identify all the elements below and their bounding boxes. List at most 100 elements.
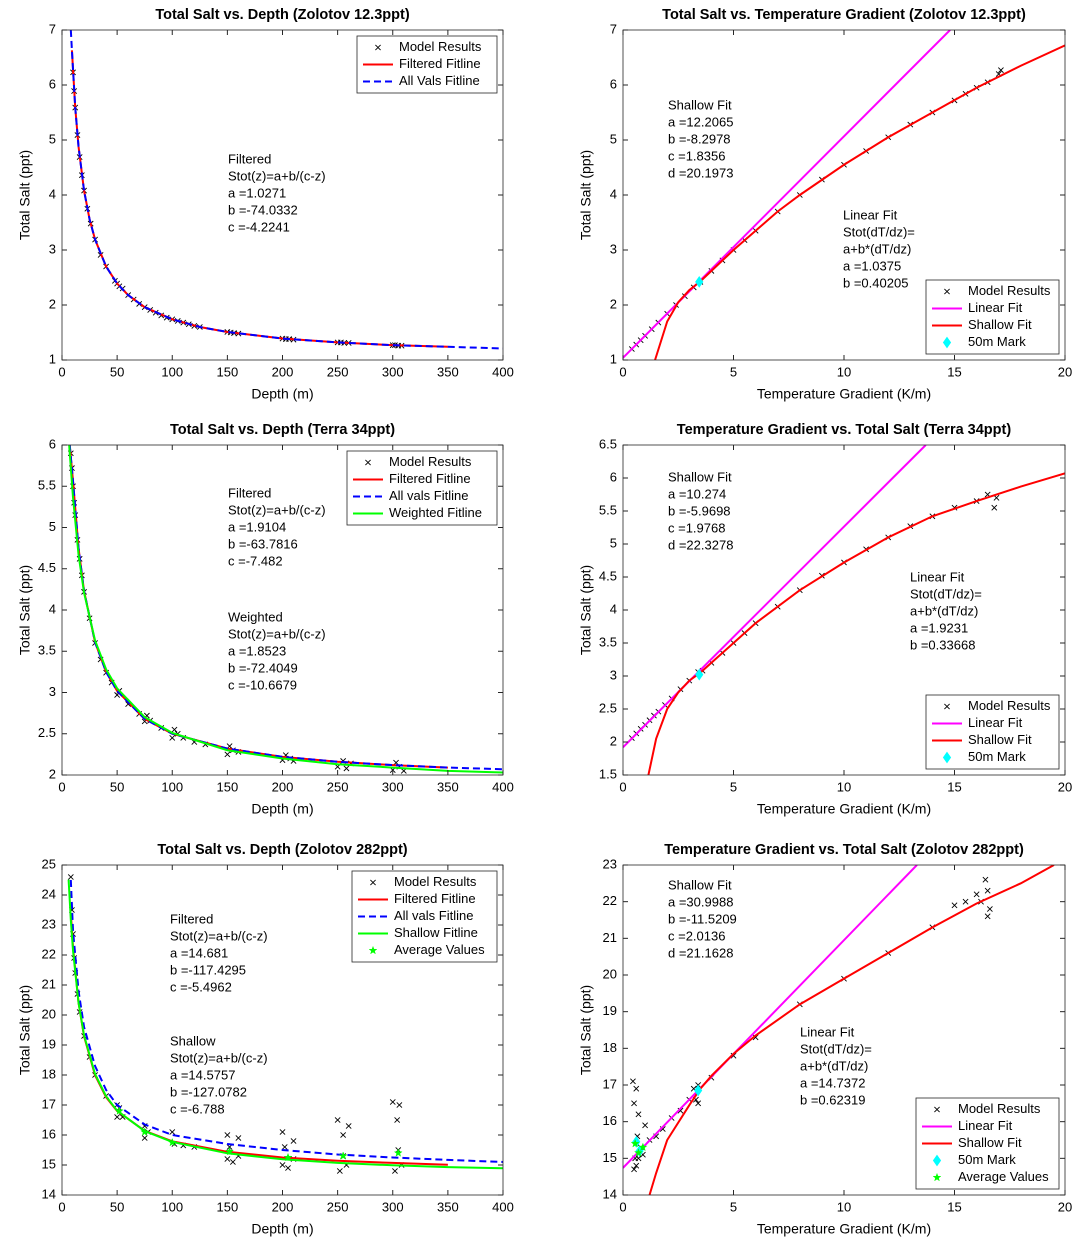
y-axis-label: Total Salt (ppt) [578,985,594,1075]
x-tick-label: 0 [619,364,626,379]
y-tick-label: 4.5 [38,560,56,575]
annotation: b =-117.4295 [170,962,246,977]
marker-x [389,1099,396,1105]
plot [623,865,1055,1195]
y-tick-label: 5.5 [38,478,56,493]
marker-x [633,1162,640,1169]
y-tick-label: 6 [610,76,617,91]
y-tick-label: 2 [610,296,617,311]
y-tick-label: 3.5 [599,634,617,649]
annotation: b =-5.9698 [668,503,731,518]
annotation: a =14.5757 [170,1067,235,1082]
annotation: Stot(z)=a+b/(c-z) [228,168,326,183]
marker-x [171,726,178,733]
marker-x [951,902,958,909]
annotation: Shallow [170,1033,216,1048]
annotation: a =1.0375 [843,258,901,273]
marker-star [638,1142,648,1152]
fit-line [69,30,503,350]
annotation: Shallow Fit [668,469,732,484]
marker-x [984,887,991,894]
fit-line [623,445,927,748]
annotation: a =1.9104 [228,519,286,534]
marker-diamond [942,751,952,764]
marker-x [343,765,350,772]
x-tick-label: 5 [730,779,737,794]
marker-x [67,874,74,880]
legend-label: Average Values [394,942,485,957]
annotation: c =1.8356 [668,148,725,163]
annotation: b =-74.0332 [228,202,298,217]
marker-x [991,504,998,511]
chart-title: Total Salt vs. Depth (Zolotov 282ppt) [157,842,407,858]
chart-panel: 0 5 10 15 20 14 15 16 17 18 19 20 21 22 23 Temperature … [578,842,1073,1237]
x-tick-label: 5 [730,1199,737,1214]
fit-line [69,879,503,1163]
x-tick-label: 0 [619,1199,626,1214]
y-tick-label: 16 [603,1113,617,1128]
fit-line [68,445,503,774]
annotation: Weighted [228,609,283,624]
annotation: d =22.3278 [668,537,733,552]
x-tick-label: 150 [217,1199,239,1214]
marker-x [375,44,381,51]
marker-x [392,1168,398,1174]
y-axis-label: Total Salt (ppt) [17,985,33,1075]
plot [69,30,503,350]
annotation: a =14.7372 [800,1075,865,1090]
marker-x [730,1052,737,1059]
x-tick-label: 400 [492,364,514,379]
y-axis-label: Total Salt (ppt) [17,150,33,240]
legend-label: Shallow Fit [968,317,1032,332]
x-tick-label: 300 [382,364,404,379]
annotation: Stot(z)=a+b/(c-z) [228,626,326,641]
marker-star [225,1146,235,1156]
x-tick-label: 350 [437,364,459,379]
y-tick-label: 21 [42,976,56,991]
annotation: Stot(dT/dz)= [843,224,915,239]
marker-diamond [932,1154,942,1167]
marker-star [167,1137,177,1147]
y-tick-label: 20 [42,1006,56,1021]
fit-line [648,865,1055,1195]
marker-x [986,906,993,912]
y-tick-label: 1 [610,351,617,366]
y-tick-label: 15 [42,1156,56,1171]
chart-panel: 0 50 100 150 200 250 300 350 400 2 2.5 3 3.5 4 4.5 5 5.5… [17,422,514,817]
y-axis-label: Total Salt (ppt) [17,565,33,655]
x-axis-label: Temperature Gradient (K/m) [757,386,931,402]
marker-x [141,1135,148,1141]
x-tick-label: 15 [947,779,961,794]
y-tick-label: 6 [49,76,56,91]
annotation: Stot(z)=a+b/(c-z) [170,1050,268,1065]
legend-label: 50m Mark [958,1152,1016,1167]
y-tick-label: 21 [603,930,617,945]
legend-box [351,870,498,963]
y-tick-label: 5 [610,535,617,550]
annotation: a+b*(dT/dz) [843,241,911,256]
y-axis-label: Total Salt (ppt) [578,565,594,655]
legend-label: Weighted Fitline [389,505,482,520]
y-tick-label: 3 [49,684,56,699]
y-tick-label: 6.5 [599,436,617,451]
annotation: b =0.33668 [910,637,975,652]
legend-label: 50m Mark [968,749,1026,764]
marker-x [944,703,950,710]
annotation: d =21.1628 [668,945,733,960]
x-tick-label: 200 [272,1199,294,1214]
legend-label: Model Results [399,39,482,54]
marker-star [338,1151,348,1160]
marker-star [633,1148,643,1157]
x-tick-label: 100 [161,1199,183,1214]
x-axis-label: Depth (m) [251,801,313,817]
annotation: b =-72.4049 [228,660,298,675]
chart-title: Total Salt vs. Temperature Gradient (Zol… [662,7,1026,23]
annotation: a =1.0271 [228,185,286,200]
annotation: Stot(dT/dz)= [910,586,982,601]
marker-x [997,67,1004,74]
marker-x [934,1106,940,1113]
y-tick-label: 7 [610,21,617,36]
marker-x [229,1159,236,1165]
y-tick-label: 22 [603,893,617,908]
annotation: c =-7.482 [228,553,283,568]
